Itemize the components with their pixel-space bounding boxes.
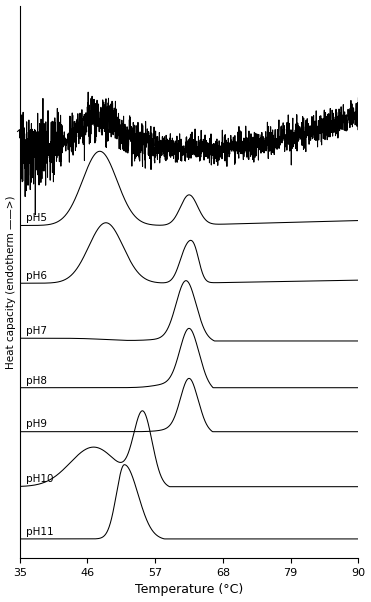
Text: pH5: pH5 <box>26 213 47 223</box>
Text: pH8: pH8 <box>26 376 47 385</box>
Text: |: | <box>19 163 22 174</box>
Text: pH4: pH4 <box>26 136 47 146</box>
Text: →: → <box>14 127 27 138</box>
Text: pH6: pH6 <box>26 271 47 281</box>
X-axis label: Temperature (°C): Temperature (°C) <box>135 583 243 597</box>
Y-axis label: Heat capacity (endotherm ——>): Heat capacity (endotherm ——>) <box>6 195 16 368</box>
Text: pH11: pH11 <box>26 527 53 537</box>
Text: pH9: pH9 <box>26 420 47 429</box>
Text: pH7: pH7 <box>26 326 47 336</box>
Text: pH10: pH10 <box>26 474 53 485</box>
